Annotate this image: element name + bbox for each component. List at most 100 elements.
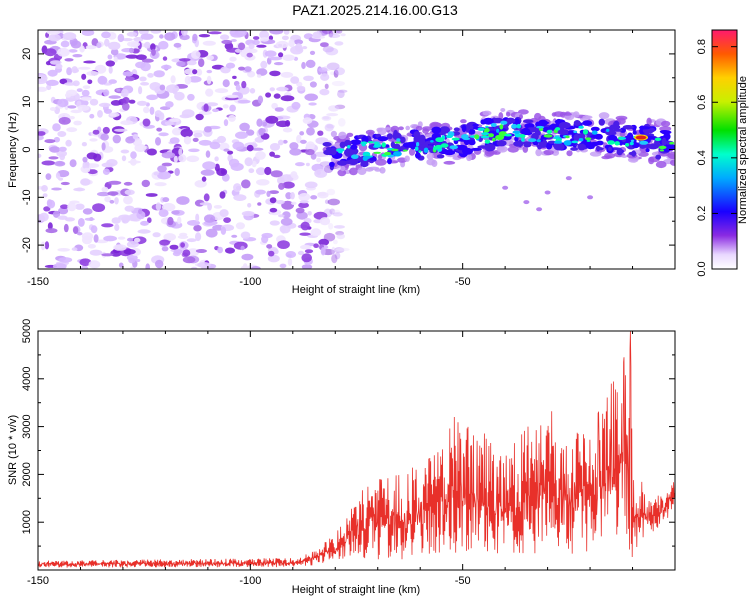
signal-bright-spot [516,123,522,129]
noise-blob [146,148,157,156]
noise-blob [153,70,165,78]
signal-core [465,125,470,133]
signal-core [659,130,669,134]
noise-blob [137,229,151,234]
x-tick-label: -150 [27,575,49,587]
noise-blob [307,211,312,216]
signal-halo [460,119,467,124]
noise-blob [178,148,183,156]
noise-blob [340,33,346,37]
noise-blob [314,168,328,178]
signal-bright-spot [578,125,584,129]
noise-blob [237,86,250,95]
signal-bright-spot [361,141,367,147]
noise-blob [155,202,162,211]
noise-blob [195,213,200,222]
colorbar-tick-label: 0.4 [696,150,708,165]
noise-blob [285,120,291,127]
noise-blob [70,109,82,114]
signal-halo [330,130,337,138]
noise-blob [338,118,346,127]
noise-blob [54,160,66,167]
noise-blob [118,262,124,268]
signal-core [350,144,358,150]
noise-blob [244,157,253,167]
noise-blob [108,95,121,99]
signal-core [409,141,417,150]
signal-core [472,123,479,127]
signal-core [638,126,651,130]
noise-blob [41,160,56,166]
noise-blob [80,96,92,101]
signal-core [609,124,621,130]
signal-core [595,147,604,151]
signal-core [562,129,569,133]
noise-blob [310,195,318,200]
signal-halo [431,159,438,167]
noise-blob [87,244,96,249]
noise-blob [159,84,166,91]
noise-blob [318,238,330,246]
noise-blob [301,253,313,263]
noise-blob [107,191,119,196]
noise-blob [300,244,312,250]
noise-blob [333,239,338,245]
signal-bright-spot [435,137,445,143]
noise-blob [85,45,97,50]
signal-core [537,145,542,150]
signal-halo [659,126,672,132]
snr-x-ticks: -150 -100 -50 [27,331,676,587]
signal-core [377,136,389,142]
noise-blob [169,118,180,122]
noise-blob [267,254,280,263]
noise-blob [58,117,71,125]
noise-blob [249,88,256,94]
signal-core [573,133,580,142]
noise-blob [310,228,322,237]
noise-blob [49,146,61,153]
signal-core [661,137,667,146]
noise-blob [334,67,345,76]
noise-blob [228,114,236,122]
noise-blob [64,98,78,102]
signal-bright-spot [500,120,508,125]
noise-blob [136,100,148,106]
x-tick-label: -100 [239,276,261,288]
noise-blob [38,131,46,136]
signal-halo [379,167,386,174]
signal-halo [582,115,593,119]
noise-blob [198,34,211,38]
noise-blob [97,191,110,197]
noise-blob [222,104,229,109]
noise-blob [64,82,77,86]
noise-blob [143,106,150,114]
noise-blob [103,89,110,97]
signal-bright-spot [591,130,598,135]
y-tick-label: 5000 [21,319,33,343]
noise-blob [145,193,158,197]
noise-blob [251,147,264,151]
colorbar-tick-label: 0.0 [696,261,708,276]
noise-blob [153,171,159,176]
signal-bright-spot [563,140,572,146]
noise-blob [68,49,78,53]
signal-core [336,160,348,166]
noise-blob [81,232,94,241]
signal-bright-spot [512,130,521,134]
noise-blob [198,110,212,115]
noise-blob [235,222,245,230]
noise-blob [321,30,333,34]
noise-blob [182,256,196,264]
noise-blob [83,167,91,173]
signal-stray-blob [565,176,572,181]
noise-blob [83,60,96,64]
noise-blob [206,55,214,61]
noise-blob [265,115,279,124]
noise-blob [233,194,247,202]
signal-halo [507,146,519,153]
noise-blob [178,58,191,62]
signal-bright-spot [394,141,402,144]
noise-blob [146,94,159,101]
signal-bright-spot [528,138,537,143]
